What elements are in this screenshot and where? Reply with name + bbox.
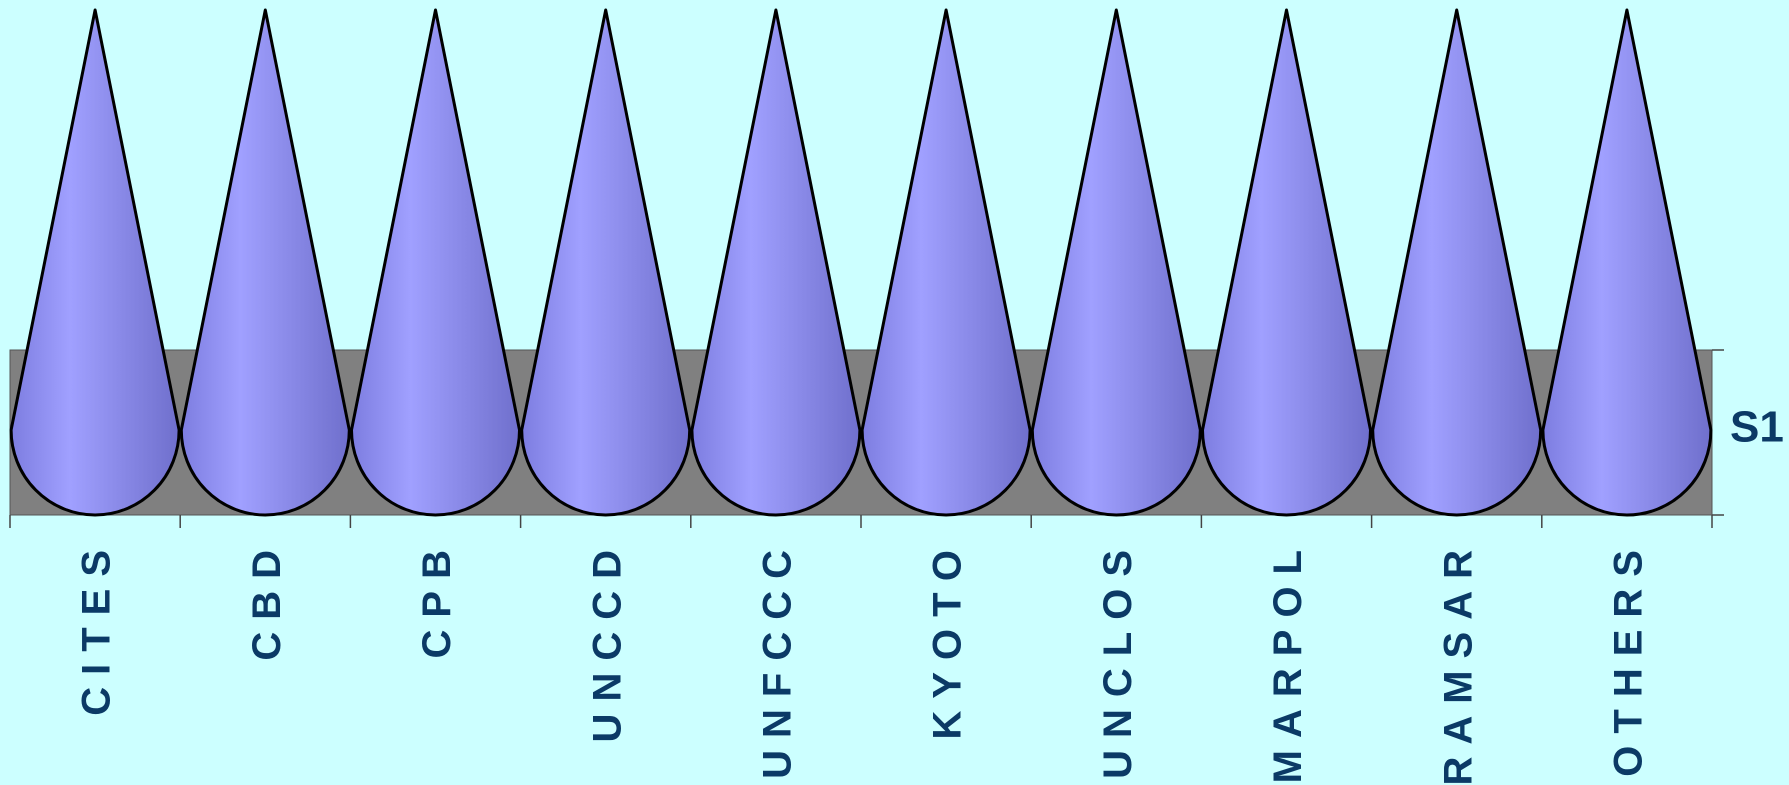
cone <box>1032 10 1200 515</box>
x-tick-label: KYOTO <box>926 538 970 740</box>
x-tick-label: CITES <box>75 538 119 716</box>
x-tick-label: CBD <box>245 538 289 661</box>
x-tick-label: UNCCD <box>585 538 629 742</box>
x-tick-label: CPB <box>415 538 459 658</box>
cone <box>692 10 860 515</box>
x-tick-label: UNFCCC <box>755 538 799 779</box>
cone <box>181 10 349 515</box>
x-tick-label: MARPOL <box>1266 538 1310 783</box>
x-tick-label: RAMSAR <box>1436 538 1480 785</box>
cone <box>1373 10 1541 515</box>
legend-label: S1 <box>1730 403 1784 452</box>
cone <box>11 10 179 515</box>
cone <box>352 10 520 515</box>
x-tick-label: UNCLOS <box>1096 538 1140 779</box>
chart: S1 CITES CBD CPB UNCCD UNFCCC KYOTO UNCLOS MARP… <box>0 0 1789 785</box>
cone <box>1543 10 1711 515</box>
x-tick-label: OTHERS <box>1606 538 1650 777</box>
cone <box>522 10 690 515</box>
cone <box>1203 10 1371 515</box>
cone <box>862 10 1030 515</box>
